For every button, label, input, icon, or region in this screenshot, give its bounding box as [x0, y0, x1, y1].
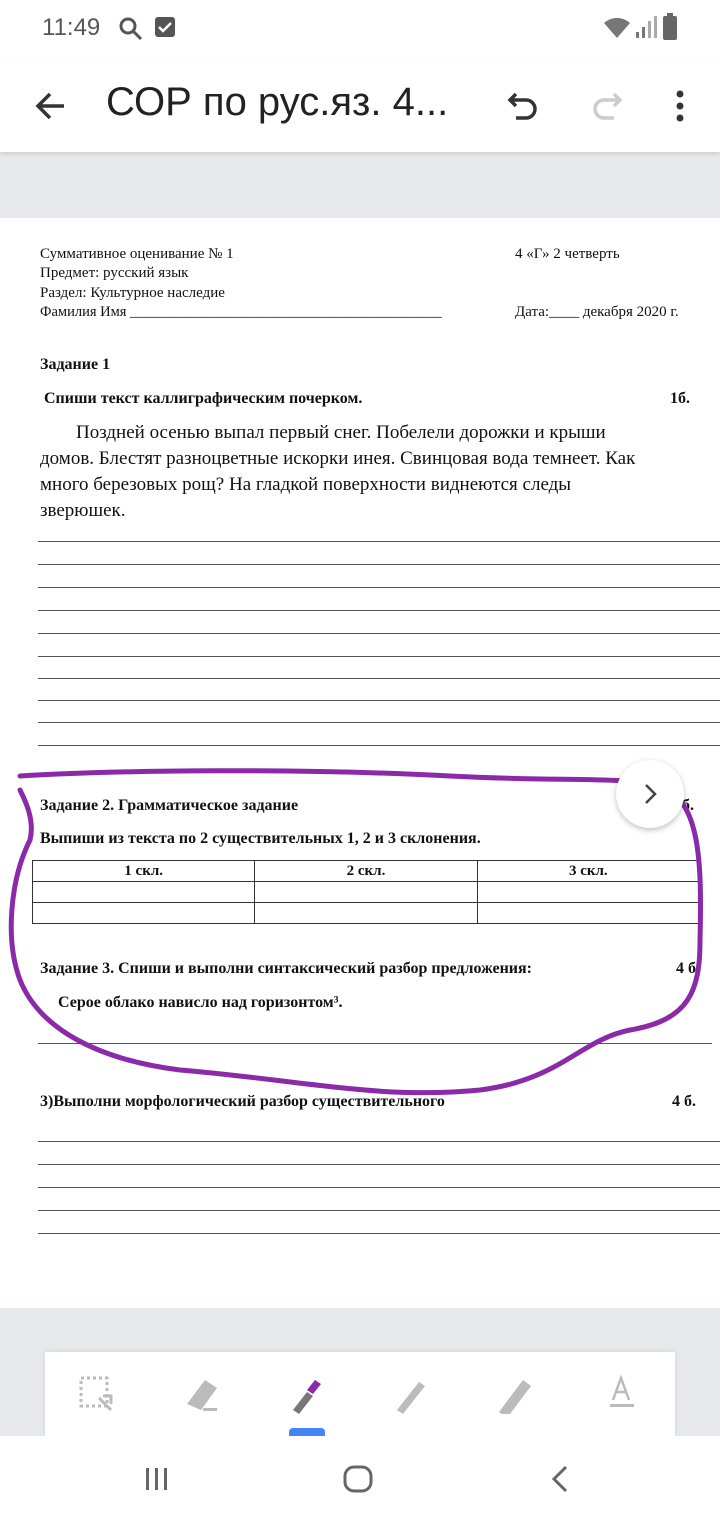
task1-text-line: зверюшек. — [40, 500, 126, 521]
text-icon[interactable] — [601, 1374, 641, 1414]
wifi-icon — [604, 17, 630, 38]
writing-line — [38, 722, 720, 723]
task1-text-line: домов. Блестят разноцветные искорки инея… — [40, 448, 636, 469]
writing-line — [38, 633, 720, 634]
signal-icon — [636, 16, 657, 38]
writing-line — [38, 1233, 720, 1234]
status-bar: 11:49 — [0, 0, 720, 60]
document-title: СОР по рус.яз. 4... — [106, 80, 449, 124]
highlighter-icon[interactable] — [495, 1374, 535, 1414]
more-vert-icon[interactable] — [670, 86, 690, 126]
undo-icon[interactable] — [504, 86, 544, 126]
writing-line — [38, 1210, 720, 1211]
task3-points: 4 б. — [676, 960, 700, 977]
back-arrow-icon[interactable] — [30, 86, 70, 126]
writing-line — [38, 541, 720, 542]
app-bar: СОР по рус.яз. 4... — [0, 60, 720, 152]
search-icon — [119, 17, 143, 41]
table-row — [31, 902, 701, 924]
writing-line — [38, 656, 720, 657]
header-line1: Суммативное оценивание № 1 — [40, 246, 234, 262]
battery-icon — [663, 13, 677, 40]
table-row — [31, 881, 701, 903]
task1-text-line: много березовых рощ? На гладкой поверхно… — [40, 474, 572, 495]
task2-title: Задание 2. Грамматическое задание — [40, 797, 299, 814]
task1-points: 1б. — [670, 390, 690, 407]
header-section: Раздел: Культурное наследие — [40, 285, 225, 301]
task4-points: 4 б. — [672, 1093, 696, 1110]
task3-sentence: Серое облако нависло над горизонтом³. — [58, 994, 343, 1011]
writing-line — [38, 610, 720, 611]
task1-text-line: Поздней осенью выпал первый снег. Побеле… — [76, 422, 606, 443]
writing-line — [38, 1187, 720, 1188]
header-name: Фамилия Имя ____________________________… — [40, 304, 442, 320]
home-icon[interactable] — [342, 1464, 374, 1494]
chevron-right-icon — [645, 784, 657, 804]
document-page[interactable]: Суммативное оценивание № 1 4 «Г» 2 четве… — [0, 218, 720, 1308]
writing-line — [38, 700, 720, 701]
writing-line — [38, 1141, 720, 1142]
writing-line — [38, 678, 720, 679]
table-header: 2 скл. — [254, 860, 478, 882]
writing-line — [38, 745, 720, 746]
writing-line — [38, 587, 720, 588]
pen-icon[interactable] — [287, 1374, 327, 1414]
table-header: 3 скл. — [476, 860, 701, 882]
selected-tool-indicator — [289, 1428, 325, 1436]
writing-line — [38, 1043, 712, 1044]
task1-instruction: Спиши текст каллиграфическим почерком. — [44, 390, 363, 407]
checkbox-icon — [155, 17, 175, 37]
lasso-select-icon[interactable] — [77, 1374, 117, 1414]
task4-title: 3)Выполни морфологический разбор существ… — [40, 1093, 445, 1110]
writing-line — [38, 564, 720, 565]
status-time: 11:49 — [42, 14, 101, 41]
eraser-icon[interactable] — [181, 1374, 221, 1414]
system-nav-bar — [0, 1436, 720, 1520]
declension-table: 1 скл. 2 скл. 3 скл. — [31, 860, 701, 924]
recents-icon[interactable] — [142, 1466, 172, 1492]
header-subject: Предмет: русский язык — [40, 265, 189, 281]
task3-title: Задание 3. Спиши и выполни синтаксически… — [40, 960, 532, 977]
writing-line — [38, 1164, 720, 1165]
header-date: Дата:____ декабря 2020 г. — [515, 304, 679, 320]
pencil-icon[interactable] — [391, 1374, 431, 1414]
back-icon[interactable] — [548, 1464, 572, 1494]
task1-title: Задание 1 — [40, 356, 111, 373]
annotation-toolbar — [45, 1352, 675, 1436]
header-class-term: 4 «Г» 2 четверть — [515, 246, 620, 262]
next-page-button[interactable] — [616, 760, 684, 828]
redo-icon[interactable] — [586, 86, 626, 126]
task2-instruction: Выпиши из текста по 2 существительных 1,… — [40, 830, 481, 847]
